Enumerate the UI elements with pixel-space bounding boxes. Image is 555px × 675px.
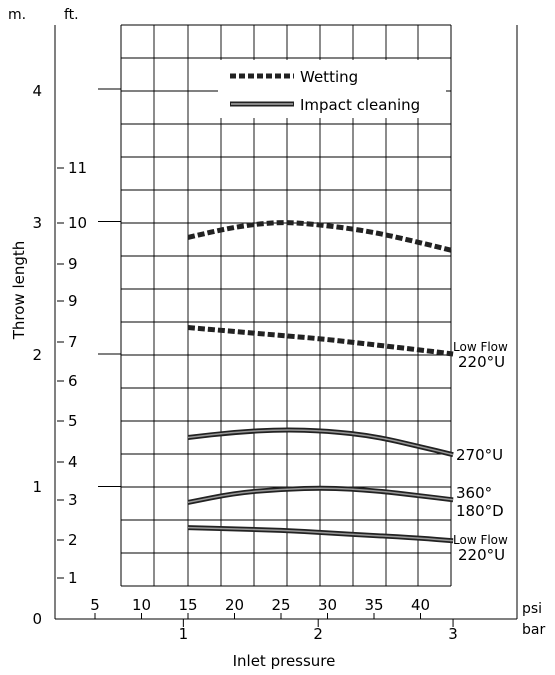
label-impact-lowflow-2: 220°U: [458, 546, 505, 564]
series-solid-core-2: [187, 429, 454, 456]
y-tick-ft-5: 6: [68, 372, 78, 390]
y-tick-ft-6: 7: [68, 333, 78, 351]
legend: Wetting Impact cleaning: [218, 60, 446, 118]
y-tick-ft-2: 3: [68, 491, 78, 509]
y-tick-ft-0: 1: [68, 569, 78, 587]
plot-frame: [54, 25, 518, 620]
x-tick-psi-30: 30: [318, 596, 337, 614]
y-unit-m: m.: [8, 7, 26, 23]
series-dashed-0: [187, 220, 454, 254]
x-tick-psi-25: 25: [271, 596, 290, 614]
x-tick-psi-20: 20: [225, 596, 244, 614]
label-360-1: 360°: [456, 484, 492, 502]
label-impact-lowflow-1: Low Flow: [453, 533, 508, 547]
y-tick-m-1: 1: [32, 478, 42, 496]
x-tick-psi-15: 15: [178, 596, 197, 614]
series-labels: Low Flow 220°U 270°U 360° 180°D Low Flow…: [453, 340, 508, 564]
series-dashed-1: [187, 325, 454, 357]
x-tick-psi-5: 5: [90, 596, 100, 614]
series-solid-core-3: [187, 487, 454, 504]
x-tick-bar-3: 3: [448, 625, 458, 643]
x-axis-title: Inlet pressure: [233, 652, 336, 670]
axis-ticks: 0 1 2 3 4 1 2 3 4 5 6 7 9 11 9 10 5 10 15 20 25 30 35 40 1 2 3: [32, 82, 457, 643]
x-tick-bar-1: 1: [179, 625, 189, 643]
curves: [187, 220, 454, 544]
y-tick-ft-4: 5: [68, 412, 78, 430]
x-unit-psi: psi: [522, 601, 542, 617]
y-tick-ft-10: 10: [68, 214, 87, 232]
y-tick-ft-1: 2: [68, 531, 78, 549]
label-wetting-lowflow-2: 220°U: [458, 353, 505, 371]
y-axis-title: Throw length: [10, 241, 28, 341]
y-tick-m-3: 3: [32, 214, 42, 232]
y-unit-ft: ft.: [64, 7, 79, 23]
x-tick-bar-2: 2: [313, 625, 323, 643]
legend-label-impact: Impact cleaning: [300, 96, 420, 114]
legend-box: [218, 60, 446, 118]
grid-lines: [120, 24, 452, 587]
y-tick-ft-9: 9: [68, 292, 78, 310]
series-solid-4: [187, 525, 454, 544]
label-270u: 270°U: [456, 446, 503, 464]
label-360-2: 180°D: [456, 502, 504, 520]
series-solid-core-4: [187, 526, 454, 542]
y-tick-m-2: 2: [32, 346, 42, 364]
y-tick-m-0: 0: [32, 610, 42, 628]
legend-label-wetting: Wetting: [300, 68, 358, 86]
x-unit-bar: bar: [522, 622, 545, 638]
x-tick-psi-40: 40: [411, 596, 430, 614]
label-wetting-lowflow-1: Low Flow: [453, 340, 508, 354]
x-tick-psi-10: 10: [132, 596, 151, 614]
y-tick-ft-8: 11: [68, 159, 87, 177]
y-tick-ft-7: 9: [68, 255, 78, 273]
x-tick-psi-35: 35: [364, 596, 383, 614]
y-tick-m-4: 4: [32, 82, 42, 100]
y-tick-ft-3: 4: [68, 453, 78, 471]
